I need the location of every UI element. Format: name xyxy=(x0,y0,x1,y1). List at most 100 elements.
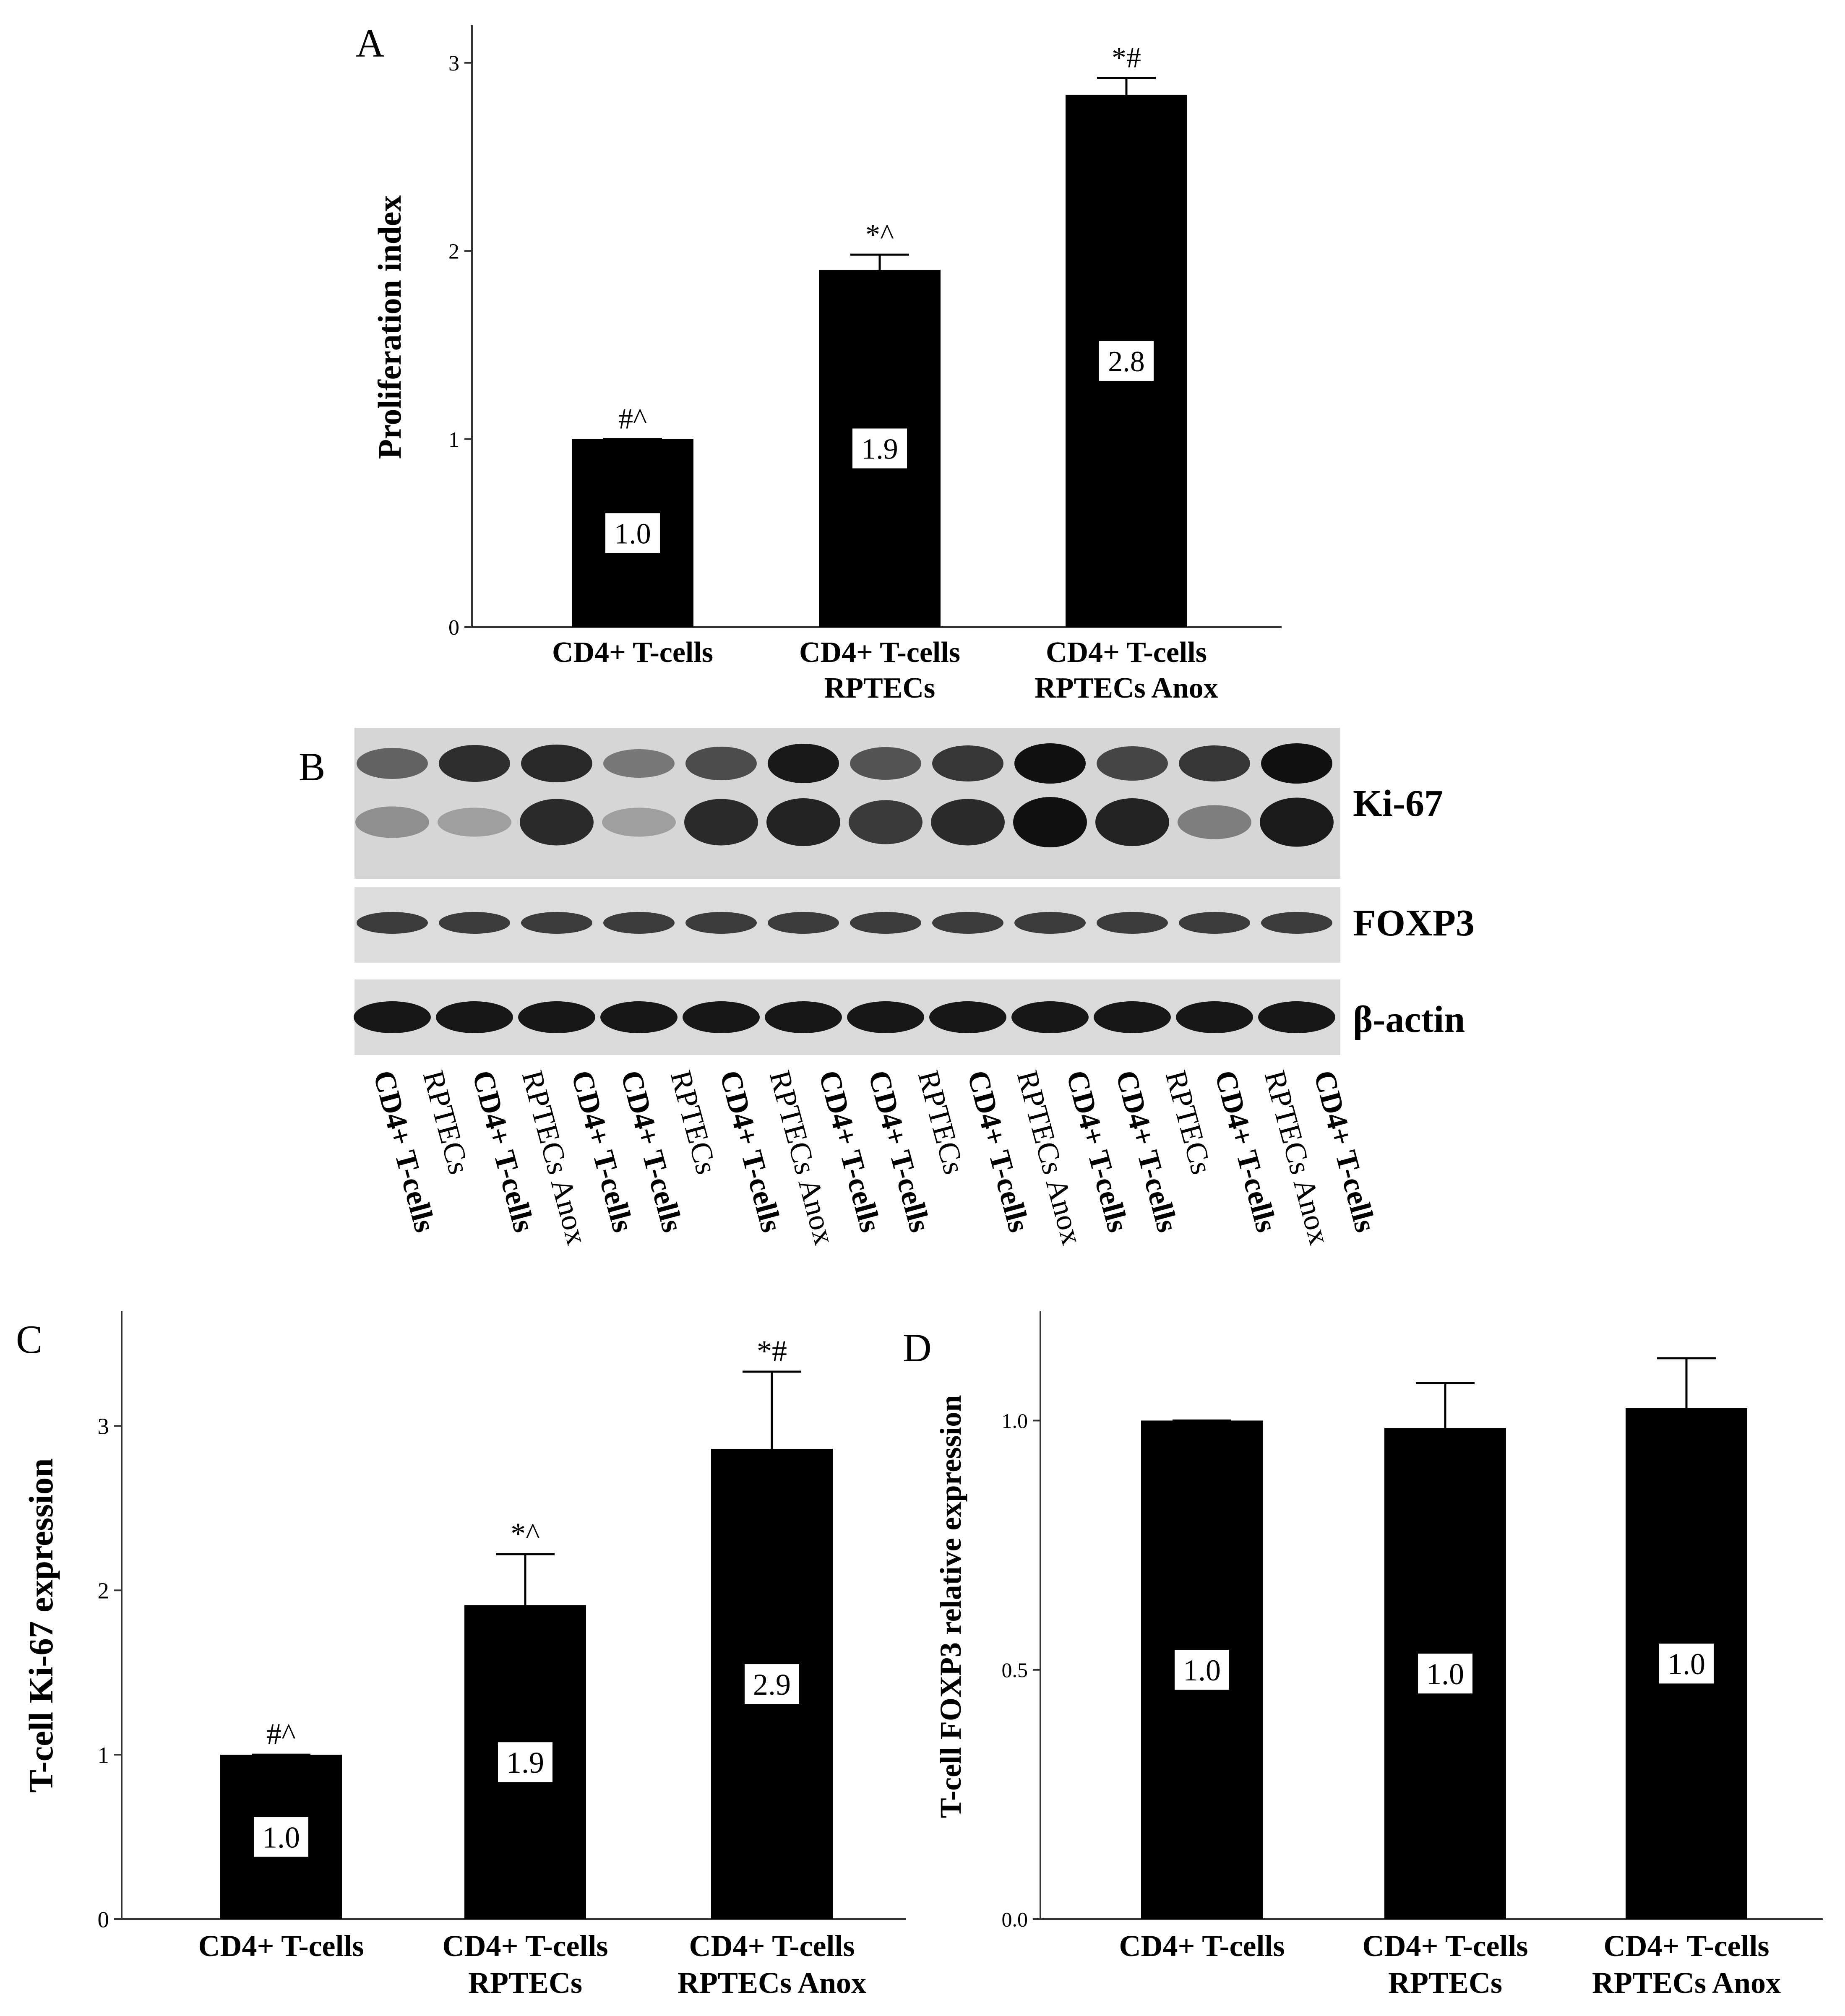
y-axis-label: Proliferation index xyxy=(371,195,408,459)
blot-band-foxp3 xyxy=(521,912,592,934)
blot-band-actin xyxy=(1094,1001,1171,1033)
blot-band-ki67-upper xyxy=(1179,745,1250,781)
significance-marker: #^ xyxy=(618,403,647,435)
blot-band-ki67-lower xyxy=(602,807,676,837)
blot-lane-label: RPTECs xyxy=(1159,1067,1219,1177)
y-tick-label: 1 xyxy=(98,1742,109,1768)
value-label-box xyxy=(1659,1644,1714,1684)
blot-band-ki67-lower xyxy=(1095,798,1169,846)
value-label-box xyxy=(1099,341,1154,381)
significance-marker: #^ xyxy=(266,1717,296,1751)
blot-band-ki67-upper xyxy=(685,747,757,780)
blot-band-ki67-upper xyxy=(768,744,839,783)
blot-band-ki67-lower xyxy=(684,799,758,846)
blot-band-ki67-lower xyxy=(520,799,594,846)
x-category-label: RPTECs xyxy=(468,1966,582,2000)
value-label-box xyxy=(254,1817,308,1857)
panel-label-c: C xyxy=(16,1317,42,1362)
value-label: 1.0 xyxy=(1183,1654,1221,1687)
blot-band-actin xyxy=(518,1001,595,1033)
blot-row-label-ki67: Ki-67 xyxy=(1353,783,1443,824)
panel-label-b: B xyxy=(299,745,325,789)
blot-band-ki67-lower xyxy=(1178,805,1251,839)
panel-label-d: D xyxy=(903,1326,932,1370)
blot-band-ki67-upper xyxy=(603,749,675,778)
value-label: 2.9 xyxy=(753,1668,791,1701)
x-category-label: RPTECs Anox xyxy=(1592,1966,1781,2000)
blot-bands xyxy=(354,743,1335,1033)
blot-band-actin xyxy=(1011,1001,1089,1033)
blot-lane-label: RPTECs xyxy=(664,1067,724,1177)
chart-panel-a: 0 1 2 3 Proliferation index #^ 1.0 CD4+ T-cells… xyxy=(371,25,1282,704)
blot-band-ki67-upper xyxy=(521,745,592,782)
value-label: 1.0 xyxy=(262,1821,300,1854)
y-tick-label: 2 xyxy=(448,240,459,263)
blot-band-actin xyxy=(436,1001,513,1033)
x-category-label: CD4+ T-cells xyxy=(1603,1929,1769,1963)
blot-band-foxp3 xyxy=(932,912,1003,934)
blot-band-actin xyxy=(354,1001,431,1033)
value-label-box xyxy=(498,1742,552,1782)
value-label-box xyxy=(852,428,907,469)
x-category-label: CD4+ T-cells xyxy=(442,1929,608,1963)
blot-band-ki67-upper xyxy=(1014,743,1086,784)
blot-band-foxp3 xyxy=(685,912,757,934)
blot-band-ki67-upper xyxy=(1097,746,1168,781)
blot-band-ki67-upper xyxy=(357,748,428,779)
significance-marker: *^ xyxy=(511,1517,540,1550)
value-label: 1.9 xyxy=(861,433,898,465)
y-tick-label: 1 xyxy=(448,428,459,452)
value-label-box xyxy=(745,1664,799,1704)
blot-row-label-actin: β-actin xyxy=(1353,999,1465,1040)
blot-band-actin xyxy=(600,1001,678,1033)
y-tick-label: 0 xyxy=(448,616,459,640)
blot-band-actin xyxy=(1176,1001,1253,1033)
x-category-label: CD4+ T-cells xyxy=(198,1929,364,1963)
y-axis-label: T-cell FOXP3 relative expression xyxy=(934,1395,967,1818)
blot-band-foxp3 xyxy=(768,912,839,934)
blot-band-ki67-lower xyxy=(849,800,922,844)
blot-band-foxp3 xyxy=(1097,912,1168,934)
blot-band-ki67-lower xyxy=(1260,797,1334,847)
x-category-label: CD4+ T-cells xyxy=(552,636,713,669)
value-label: 1.0 xyxy=(614,518,651,550)
y-tick-label: 3 xyxy=(98,1414,109,1439)
x-category-label: RPTECs Anox xyxy=(678,1966,866,2000)
value-label: 1.9 xyxy=(506,1746,544,1779)
y-axis-label: T-cell Ki-67 expression xyxy=(22,1458,60,1792)
significance-marker: *# xyxy=(1112,42,1141,74)
value-label-box xyxy=(1418,1654,1472,1694)
blot-lane-label: RPTECs xyxy=(417,1067,477,1177)
chart-panel-c: 0 1 2 3 T-cell Ki-67 expression #^ 1.0 CD4+ T-c… xyxy=(22,1311,906,2000)
blot-band-ki67-lower xyxy=(1013,797,1087,847)
blot-row-label-foxp3: FOXP3 xyxy=(1353,902,1475,944)
chart-panel-d: 0.0 0.5 1.0 T-cell FOXP3 relative expressio… xyxy=(934,1311,1823,2000)
blot-band-foxp3 xyxy=(439,912,510,934)
blot-band-ki67-upper xyxy=(850,747,921,780)
blot-band-foxp3 xyxy=(357,912,428,934)
blot-band-actin xyxy=(765,1001,842,1033)
blot-band-ki67-lower xyxy=(438,807,511,837)
x-category-label: RPTECs Anox xyxy=(1035,672,1218,704)
value-label: 2.8 xyxy=(1108,346,1145,378)
y-tick-label: 0 xyxy=(98,1907,109,1932)
blot-band-actin xyxy=(1258,1001,1335,1033)
blot-band-ki67-lower xyxy=(931,799,1005,846)
blot-band-ki67-upper xyxy=(439,745,510,782)
blot-band-foxp3 xyxy=(1179,912,1250,934)
panel-label-a: A xyxy=(356,21,385,65)
y-tick-label: 0.5 xyxy=(1002,1658,1028,1682)
x-category-label: CD4+ T-cells xyxy=(1046,636,1207,669)
blot-band-foxp3 xyxy=(603,912,675,934)
value-label-box xyxy=(1175,1650,1229,1690)
value-label: 1.0 xyxy=(1668,1647,1705,1681)
value-label-box xyxy=(605,513,660,553)
x-category-label: CD4+ T-cells xyxy=(689,1929,855,1963)
value-label: 1.0 xyxy=(1426,1657,1464,1691)
blot-band-foxp3 xyxy=(1014,912,1086,934)
blot-band-ki67-lower xyxy=(355,806,429,838)
blot-band-ki67-upper xyxy=(932,745,1003,781)
blot-band-ki67-lower xyxy=(766,798,840,846)
blot-band-ki67-upper xyxy=(1261,743,1332,784)
